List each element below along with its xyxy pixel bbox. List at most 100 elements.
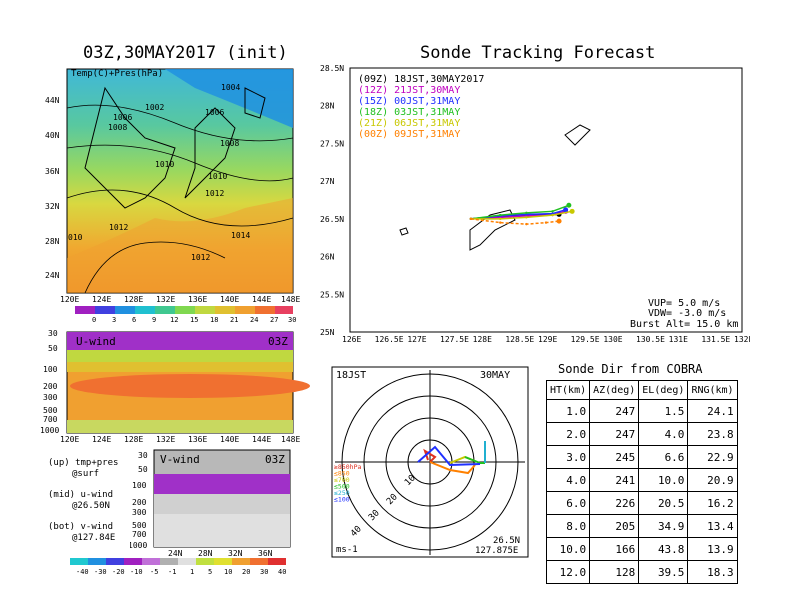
- table-row: 6.0 226 20.5 16.2: [545, 491, 738, 515]
- vwind-time: 03Z: [265, 453, 285, 466]
- lon-tick: 128.5E: [505, 335, 534, 344]
- hodo-level-label: ≤500: [334, 483, 350, 491]
- uwind-label: U-wind: [76, 335, 116, 348]
- table-row: 4.0 241 10.0 20.9: [545, 468, 738, 492]
- track-legend-entry: (15Z) 00JST,31MAY: [358, 96, 460, 107]
- lat-tick: 28N: [45, 237, 60, 246]
- lat-tick: 32N: [45, 202, 60, 211]
- table-cell: 10.0: [638, 468, 689, 492]
- hodo-date: 30MAY: [480, 370, 510, 381]
- track-point: [499, 217, 502, 221]
- table-cell: 1.5: [638, 399, 689, 423]
- table-row: 2.0 247 4.0 23.8: [545, 422, 738, 446]
- track-point: [551, 210, 554, 213]
- lon-tick: 130E: [603, 335, 622, 344]
- lon-tick: 120E: [60, 295, 79, 304]
- colorbar-tick: -5: [150, 568, 158, 576]
- colorbar-tick: 24: [250, 316, 258, 324]
- lon-tick: 130.5E: [636, 335, 665, 344]
- table-cell: 43.8: [638, 537, 689, 561]
- vwind-band: [154, 494, 290, 514]
- table-cell: 23.8: [687, 422, 738, 446]
- colorbar-tick: 0: [92, 316, 96, 324]
- temp-colorbar: [75, 306, 293, 314]
- colorbar-tick: -20: [112, 568, 125, 576]
- lat-tick: 28N: [320, 102, 335, 111]
- table-cell: 39.5: [638, 560, 689, 584]
- uwind-time: 03Z: [268, 335, 288, 348]
- table-cell: 34.9: [638, 514, 689, 538]
- uwind-p-ticks: 30 50 100 200 300 500 700 1000: [40, 329, 59, 435]
- lon-tick: 128E: [473, 335, 492, 344]
- lat-tick: 36N: [258, 549, 273, 558]
- vwind-band: [154, 514, 290, 547]
- lat-tick: 27.5N: [320, 139, 344, 148]
- table-row: 1.0 247 1.5 24.1: [545, 399, 738, 423]
- colorbar-tick: 30: [288, 316, 296, 324]
- track-lat-ticks: 28.5N 28N 27.5N 27N 26.5N 26N 25.5N 25N: [320, 64, 344, 337]
- lon-tick: 148E: [281, 295, 300, 304]
- uwind-panel: U-wind 03Z 30 50 100 200 300 500 700 100…: [40, 329, 310, 444]
- table-cell: 13.4: [687, 514, 738, 538]
- lon-tick: 129E: [538, 335, 557, 344]
- track-point: [499, 221, 502, 224]
- legend-notes: (up) tmp+pres @surf (mid) u-wind @26.50N…: [48, 458, 118, 544]
- vdw-text: VDW= -3.0 m/s: [648, 308, 726, 319]
- vwind-label: V-wind: [160, 453, 200, 466]
- vwind-band: [154, 474, 290, 494]
- table-cell: 22.9: [687, 445, 738, 469]
- table-cell: 247: [589, 399, 640, 423]
- hodo-legend: ≥850hPa≤850≤700≤500≤250≤100: [334, 463, 361, 504]
- lon-tick: 136E: [188, 295, 207, 304]
- hodo-trace: [417, 445, 481, 467]
- isobar-label: 010: [68, 233, 83, 242]
- table-cell: 8.0: [545, 514, 591, 538]
- track-point: [525, 211, 528, 215]
- p-tick: 1000: [40, 426, 59, 435]
- table-row: 3.0 245 6.6 22.9: [545, 445, 738, 469]
- hodo-level-label: ≤100: [334, 496, 350, 504]
- lon-tick: 140E: [220, 295, 239, 304]
- uwind-lon-ticks: 120E 124E 128E 132E 136E 140E 144E 148E: [60, 435, 300, 444]
- table-cell: 6.0: [545, 491, 591, 515]
- burst-text: Burst Alt= 15.0 km: [630, 319, 738, 330]
- p-tick: 1000: [130, 541, 147, 550]
- col-header: AZ(deg): [589, 380, 640, 400]
- vwind-colorbar: -40 -30 -20 -10 -5 -1 1 5 10 20 30 40: [70, 558, 286, 576]
- table-cell: 10.0: [545, 537, 591, 561]
- table-cell: 4.0: [545, 468, 591, 492]
- track-point: [551, 213, 554, 217]
- isobar-label: 1008: [220, 139, 239, 148]
- col-header: RNG(km): [687, 380, 738, 400]
- table-cell: 24.1: [687, 399, 738, 423]
- colorbar-tick: 3: [112, 316, 116, 324]
- lon-tick: 144E: [252, 295, 271, 304]
- warm-region: [67, 198, 293, 293]
- colorbar-tick: 18: [210, 316, 218, 324]
- table-cell: 128: [589, 560, 640, 584]
- table-cell: 16.2: [687, 491, 738, 515]
- lon-tick: 127.5E: [440, 335, 469, 344]
- colorbar-tick: 12: [170, 316, 178, 324]
- table-cell: 3.0: [545, 445, 591, 469]
- note-mid-sub: @26.50N: [72, 501, 110, 511]
- table-header-row: HT(km) AZ(deg) EL(deg) RNG(km): [545, 380, 738, 400]
- uwind-upper-band: [67, 332, 293, 350]
- coastline: [84, 86, 266, 209]
- p-tick: 30: [138, 451, 148, 460]
- lon-tick: 120E: [60, 435, 79, 444]
- map-title: 03Z,30MAY2017 (init): [83, 43, 288, 63]
- isobar-label: 1008: [108, 123, 127, 132]
- note-up: (up) tmp+pres: [48, 458, 119, 468]
- table-cell: 2.0: [545, 422, 591, 446]
- isobar-label: 1014: [231, 231, 250, 240]
- vup-text: VUP= 5.0 m/s: [648, 298, 720, 309]
- lat-tick: 26N: [320, 253, 335, 262]
- dir-table-title: Sonde Dir from COBRA: [558, 362, 703, 376]
- table-cell: 241: [589, 468, 640, 492]
- table-cell: 4.0: [638, 422, 689, 446]
- col-header: HT(km): [545, 380, 591, 400]
- vwind-lat-ticks: 24N 28N 32N 36N: [168, 549, 273, 558]
- colorbar-tick: 30: [260, 568, 268, 576]
